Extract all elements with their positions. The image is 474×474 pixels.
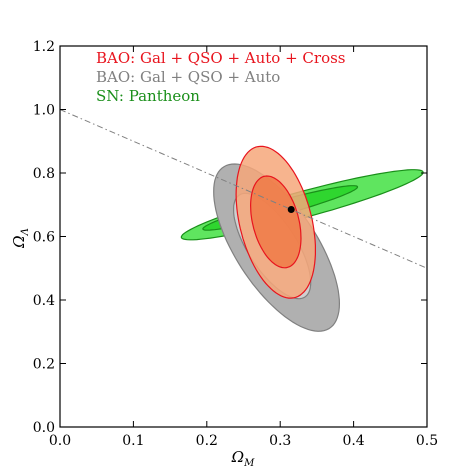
x-axis-label: ΩM bbox=[231, 448, 255, 469]
x-tick-labels: 0.0 0.1 0.2 0.3 0.4 0.5 bbox=[49, 433, 438, 449]
y-tick-label: 0.4 bbox=[33, 293, 55, 309]
reference-line-0 bbox=[59, 109, 428, 269]
axis-ticks bbox=[59, 45, 428, 428]
x-tick-label: 0.5 bbox=[416, 433, 438, 449]
y-tick-label: 0.2 bbox=[33, 357, 55, 373]
legend: BAO: Gal + QSO + Auto + Cross BAO: Gal +… bbox=[96, 49, 346, 105]
contour-bao-gal-qso-auto-cross-inner bbox=[249, 175, 302, 269]
y-tick-label: 0.0 bbox=[33, 420, 55, 436]
x-tick-label: 0.3 bbox=[269, 433, 291, 449]
y-tick-label: 1.2 bbox=[33, 39, 55, 55]
x-tick-label: 0.0 bbox=[49, 433, 71, 449]
x-tick-label: 0.2 bbox=[196, 433, 218, 449]
legend-entry-cross: BAO: Gal + QSO + Auto + Cross bbox=[96, 49, 346, 67]
best-fit-points bbox=[287, 206, 295, 214]
x-tick-label: 0.4 bbox=[342, 433, 364, 449]
y-axis-label: ΩΛ bbox=[10, 228, 31, 249]
y-tick-label: 1.0 bbox=[33, 103, 55, 119]
y-tick-label: 0.8 bbox=[33, 166, 55, 182]
x-tick-label: 0.1 bbox=[122, 433, 144, 449]
reference-lines bbox=[59, 109, 428, 269]
legend-entry-auto: BAO: Gal + QSO + Auto bbox=[96, 68, 280, 86]
y-tick-label: 0.6 bbox=[33, 230, 55, 246]
best-fit-point-0 bbox=[287, 206, 295, 214]
y-tick-labels: 0.0 0.2 0.4 0.6 0.8 1.0 1.2 bbox=[33, 39, 55, 436]
confidence-contours bbox=[180, 145, 424, 332]
legend-entry-sn: SN: Pantheon bbox=[96, 87, 200, 105]
